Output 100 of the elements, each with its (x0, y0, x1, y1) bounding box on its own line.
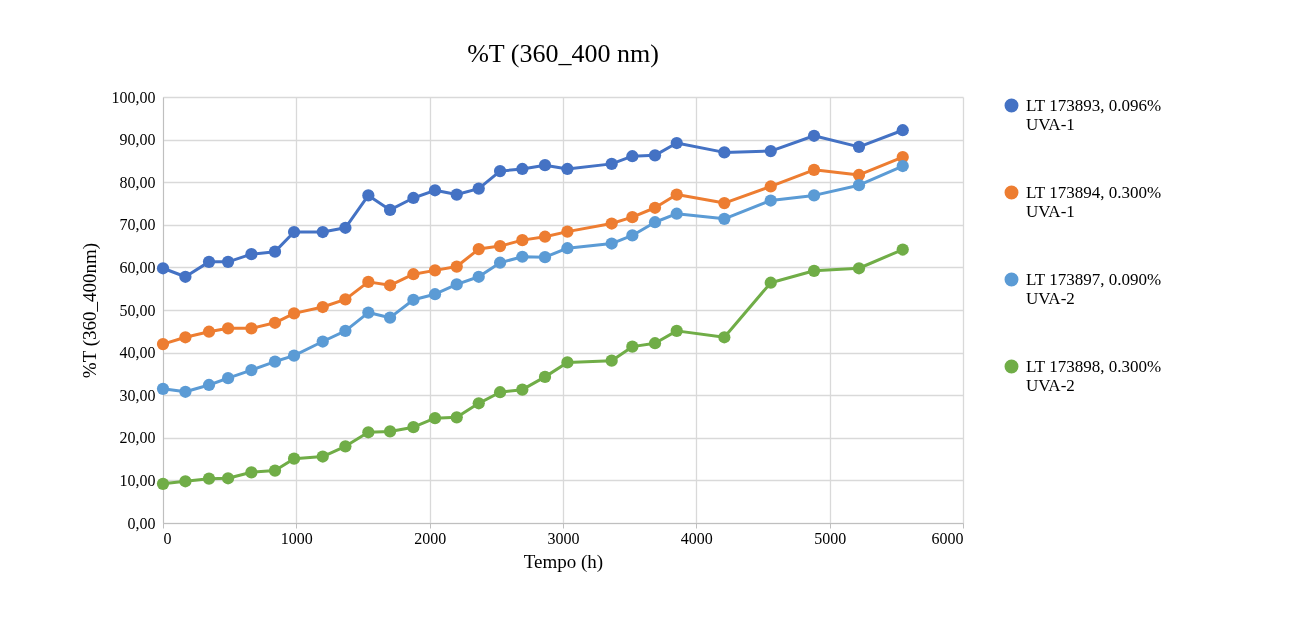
point (450, 188, 463, 201)
point (450, 411, 463, 424)
point (718, 146, 731, 159)
point (516, 234, 529, 247)
y-tick-label: 80,00 (119, 173, 156, 191)
x-axis-title: Tempo (h) (523, 550, 604, 573)
point (807, 163, 821, 176)
point (221, 372, 235, 385)
point (718, 212, 731, 225)
point (362, 306, 375, 319)
y-tick-label: 90,00 (119, 131, 156, 149)
point (156, 382, 170, 395)
x-tick-label: 0 (163, 529, 172, 547)
x-tick-label: 3000 (547, 529, 580, 547)
point (202, 472, 216, 485)
point (472, 270, 485, 283)
point (648, 337, 662, 350)
y-tick-label: 20,00 (119, 429, 156, 447)
y-tick-label: 100,00 (111, 88, 156, 106)
point (179, 331, 192, 344)
point (538, 230, 552, 243)
point (156, 262, 170, 275)
point (807, 189, 821, 202)
point (493, 239, 507, 253)
point (450, 260, 463, 273)
x-tick-label: 1000 (280, 529, 313, 547)
point (287, 452, 301, 465)
legend-label: LT 173897, 0.090% UVA-2 (1026, 269, 1162, 308)
point (428, 412, 442, 425)
point (472, 182, 485, 195)
point (896, 159, 909, 173)
point (339, 324, 352, 337)
point (516, 162, 529, 176)
point (268, 316, 282, 329)
point (605, 157, 618, 170)
y-tick-label: 0,00 (127, 514, 156, 532)
y-tick-label: 50,00 (119, 301, 156, 319)
chart-title: %T (360_400 nm) (467, 39, 659, 68)
point (807, 264, 821, 277)
point (428, 288, 442, 301)
point (670, 324, 683, 337)
point (339, 440, 352, 453)
point (626, 340, 639, 353)
point (450, 278, 463, 291)
point (202, 255, 216, 268)
point (493, 386, 507, 399)
point (605, 237, 618, 250)
y-tick-label: 40,00 (119, 344, 156, 362)
point (538, 159, 552, 172)
point (407, 191, 420, 205)
point (383, 279, 397, 292)
point (764, 276, 777, 289)
point (202, 378, 216, 392)
point (383, 311, 397, 324)
point (852, 179, 866, 192)
point (156, 337, 170, 351)
point (383, 203, 397, 216)
point (896, 124, 909, 137)
y-tick-label: 30,00 (119, 386, 156, 404)
point (852, 262, 866, 275)
point (287, 349, 301, 362)
point (268, 464, 282, 477)
point (561, 225, 574, 238)
x-tick-label: 6000 (931, 529, 964, 547)
x-tick-label: 2000 (414, 529, 447, 547)
point (648, 149, 662, 162)
point (561, 162, 574, 176)
point (718, 196, 731, 210)
point (268, 245, 282, 258)
point (764, 194, 777, 207)
point (852, 140, 866, 153)
point (670, 136, 683, 150)
point (287, 307, 301, 320)
point (202, 325, 216, 338)
point (428, 184, 442, 197)
point (383, 425, 397, 438)
point (493, 256, 507, 269)
point (538, 370, 552, 383)
point (179, 385, 192, 398)
point (626, 229, 639, 242)
point (472, 242, 485, 256)
point (316, 335, 329, 348)
x-tick-label: 4000 (680, 529, 713, 547)
legend-label: LT 173894, 0.300% UVA-1 (1026, 182, 1162, 221)
point (561, 356, 574, 369)
point (407, 268, 420, 281)
point (648, 216, 662, 229)
point (896, 243, 909, 256)
point (561, 242, 574, 255)
point (516, 250, 529, 263)
point (472, 397, 485, 410)
point (807, 129, 821, 142)
point (718, 331, 731, 344)
point (670, 188, 683, 201)
x-tick-label: 5000 (814, 529, 847, 547)
y-tick-label: 70,00 (119, 216, 156, 234)
point (245, 466, 258, 479)
point (407, 293, 420, 306)
point (268, 355, 282, 368)
point (179, 270, 192, 283)
